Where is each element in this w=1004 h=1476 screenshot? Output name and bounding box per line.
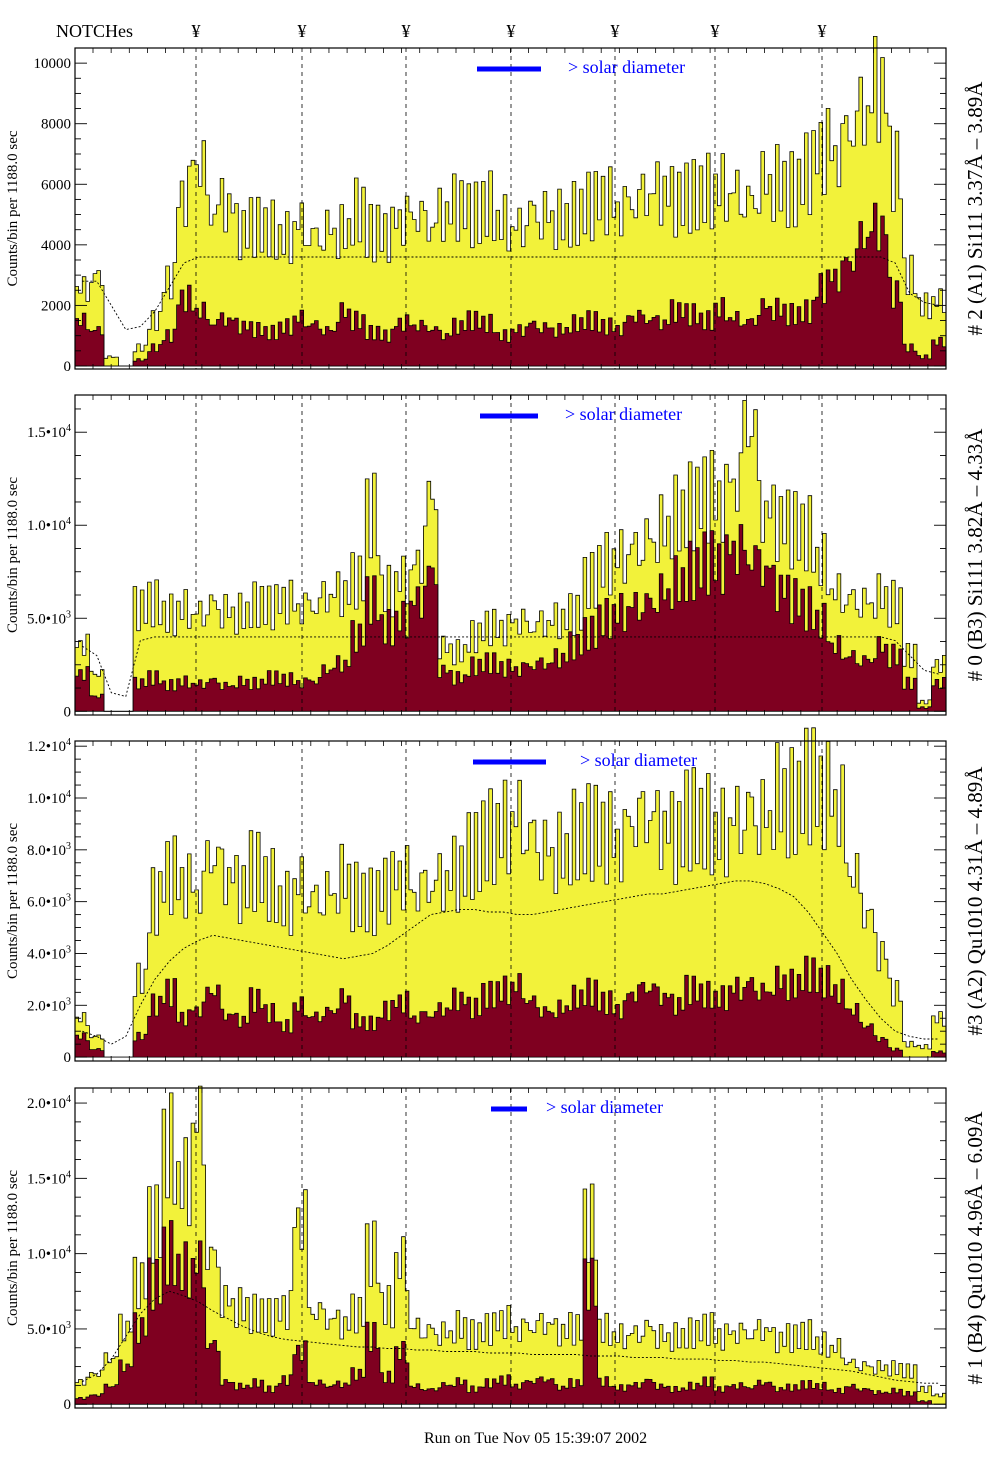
y-tick-label: 2000 — [41, 298, 71, 314]
solar-diameter-counts-histogram — [74, 202, 947, 367]
y-axis-label: Counts/bin per 1188.0 sec — [5, 477, 21, 633]
panel-channel-label: # 0 (B3) Si111 3.82Å – 4.33Å — [963, 428, 987, 682]
notch-symbol: ¥ — [611, 21, 620, 41]
y-tick-label: 1.2•104 — [27, 737, 71, 755]
y-tick-label: 1.0•104 — [27, 516, 71, 534]
total-counts-histogram — [74, 36, 947, 367]
y-tick-label: 0 — [64, 1397, 72, 1413]
y-tick-label: 6000 — [41, 177, 71, 193]
notch-symbol: ¥ — [298, 21, 307, 41]
y-tick-label: 0 — [64, 704, 72, 720]
notch-symbol: ¥ — [402, 21, 411, 41]
y-tick-label: 1.0•104 — [27, 789, 71, 807]
y-tick-label: 0 — [64, 359, 72, 375]
solar-diameter-counts-histogram — [74, 524, 947, 712]
y-tick-label: 4.0•103 — [27, 944, 71, 962]
y-tick-label: 5.0•103 — [27, 1320, 71, 1338]
y-tick-label: 5.0•103 — [27, 609, 71, 627]
mean-dotted-line — [82, 1290, 939, 1384]
panel-channel-label: # 2 (A1) Si111 3.37Å – 3.89Å — [963, 81, 987, 336]
y-axis-label: Counts/bin per 1188.0 sec — [5, 130, 21, 286]
notch-symbol: ¥ — [818, 21, 827, 41]
panel-2: 0 2.0•103 4.0•103 6.0•103 8.0•103 1.0•104 1.2•… — [5, 727, 987, 1066]
y-tick-label: 1.0•104 — [27, 1245, 71, 1263]
mean-dotted-line — [82, 256, 939, 331]
legend-label: > solar diameter — [568, 57, 685, 77]
total-counts-histogram — [74, 1085, 947, 1405]
notch-symbol: ¥ — [192, 21, 201, 41]
y-tick-label: 2.0•104 — [27, 1094, 71, 1112]
y-tick-label: 8.0•103 — [27, 841, 71, 859]
panel-channel-label: #3 (A2) Qu1010 4.31Å – 4.89Å — [963, 766, 987, 1036]
legend-label: > solar diameter — [580, 750, 697, 770]
y-tick-label: 4000 — [41, 238, 71, 254]
legend-label: > solar diameter — [565, 404, 682, 424]
y-tick-label: 2.0•103 — [27, 996, 71, 1014]
y-axis-label: Counts/bin per 1188.0 sec — [5, 1170, 21, 1326]
panel-0: 0 2000 4000 6000 8000 10000 Counts/bin per 118… — [5, 36, 987, 375]
solar-diameter-counts-histogram — [74, 955, 947, 1058]
y-tick-label: 8000 — [41, 117, 71, 133]
y-tick-label: 6.0•103 — [27, 893, 71, 911]
panel-3: 0 5.0•103 1.0•104 1.5•104 2.0•104 Counts/bin … — [5, 1085, 987, 1413]
run-timestamp: Run on Tue Nov 05 15:39:07 2002 — [424, 1430, 647, 1447]
notch-symbol: ¥ — [507, 21, 516, 41]
total-counts-histogram — [74, 727, 947, 1058]
y-tick-label: 1.5•104 — [27, 423, 71, 441]
legend-label: > solar diameter — [546, 1097, 663, 1117]
mean-dotted-line — [82, 880, 939, 1045]
panel-channel-label: # 1 (B4) Qu1010 4.96Å – 6.09Å — [963, 1111, 987, 1385]
notch-symbol: ¥ — [711, 21, 720, 41]
panel-1: 0 5.0•103 1.0•104 1.5•104 Counts/bin per 118… — [5, 394, 987, 720]
y-axis-label: Counts/bin per 1188.0 sec — [5, 823, 21, 979]
notch-markers: ¥ ¥ ¥ ¥ ¥ ¥ ¥ — [192, 21, 827, 41]
notches-label: NOTCHes — [56, 21, 133, 41]
panels: 0 2000 4000 6000 8000 10000 Counts/bin per 118… — [5, 36, 987, 1413]
y-tick-label: 10000 — [34, 56, 72, 72]
y-tick-label: 0 — [64, 1050, 72, 1066]
y-tick-label: 1.5•104 — [27, 1169, 71, 1187]
solar-diameter-counts-histogram — [74, 1220, 947, 1405]
mean-dotted-line — [82, 636, 939, 697]
